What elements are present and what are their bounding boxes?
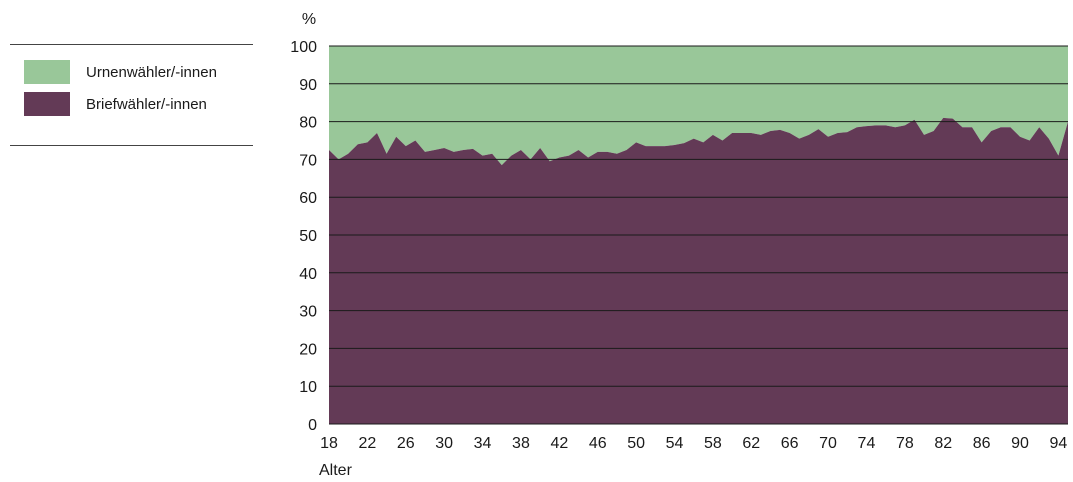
y-axis-label: % — [302, 11, 316, 28]
y-tick-label-30: 30 — [299, 304, 317, 321]
legend-item-urnenwaehler: Urnenwähler/-innen — [24, 60, 217, 84]
x-tick-label-42: 42 — [550, 435, 568, 452]
y-tick-label-100: 100 — [290, 39, 317, 56]
y-tick-label-80: 80 — [299, 115, 317, 132]
y-tick-label-70: 70 — [299, 152, 317, 169]
x-tick-label-78: 78 — [896, 435, 914, 452]
legend-label-urnenwaehler: Urnenwähler/-innen — [86, 63, 217, 81]
x-tick-label-34: 34 — [474, 435, 492, 452]
legend-item-briefwaehler: Briefwähler/-innen — [24, 92, 207, 116]
x-tick-label-18: 18 — [320, 435, 338, 452]
y-tick-label-50: 50 — [299, 228, 317, 245]
legend-swatch-urnenwaehler — [24, 60, 70, 84]
y-tick-label-90: 90 — [299, 77, 317, 94]
x-tick-label-70: 70 — [819, 435, 837, 452]
y-tick-label-10: 10 — [299, 379, 317, 396]
y-tick-label-60: 60 — [299, 190, 317, 207]
x-tick-label-58: 58 — [704, 435, 722, 452]
y-tick-label-0: 0 — [308, 417, 317, 434]
x-tick-label-94: 94 — [1050, 435, 1068, 452]
x-tick-label-90: 90 — [1011, 435, 1029, 452]
area-urnenwaehler — [329, 46, 1068, 166]
legend-label-briefwaehler: Briefwähler/-innen — [86, 95, 207, 113]
x-axis-label: Alter — [319, 462, 353, 479]
x-tick-label-26: 26 — [397, 435, 415, 452]
x-tick-label-50: 50 — [627, 435, 645, 452]
x-tick-label-74: 74 — [858, 435, 876, 452]
x-tick-label-66: 66 — [781, 435, 799, 452]
x-tick-label-54: 54 — [666, 435, 684, 452]
x-tick-label-22: 22 — [358, 435, 376, 452]
legend-swatch-briefwaehler — [24, 92, 70, 116]
y-tick-label-20: 20 — [299, 341, 317, 358]
x-tick-label-30: 30 — [435, 435, 453, 452]
x-tick-label-86: 86 — [973, 435, 991, 452]
legend: Urnenwähler/-innen Briefwähler/-innen — [10, 44, 253, 146]
x-tick-label-38: 38 — [512, 435, 530, 452]
x-tick-label-46: 46 — [589, 435, 607, 452]
x-tick-label-82: 82 — [934, 435, 952, 452]
x-tick-label-62: 62 — [742, 435, 760, 452]
y-tick-label-40: 40 — [299, 266, 317, 283]
area-briefwaehler — [329, 117, 1068, 424]
